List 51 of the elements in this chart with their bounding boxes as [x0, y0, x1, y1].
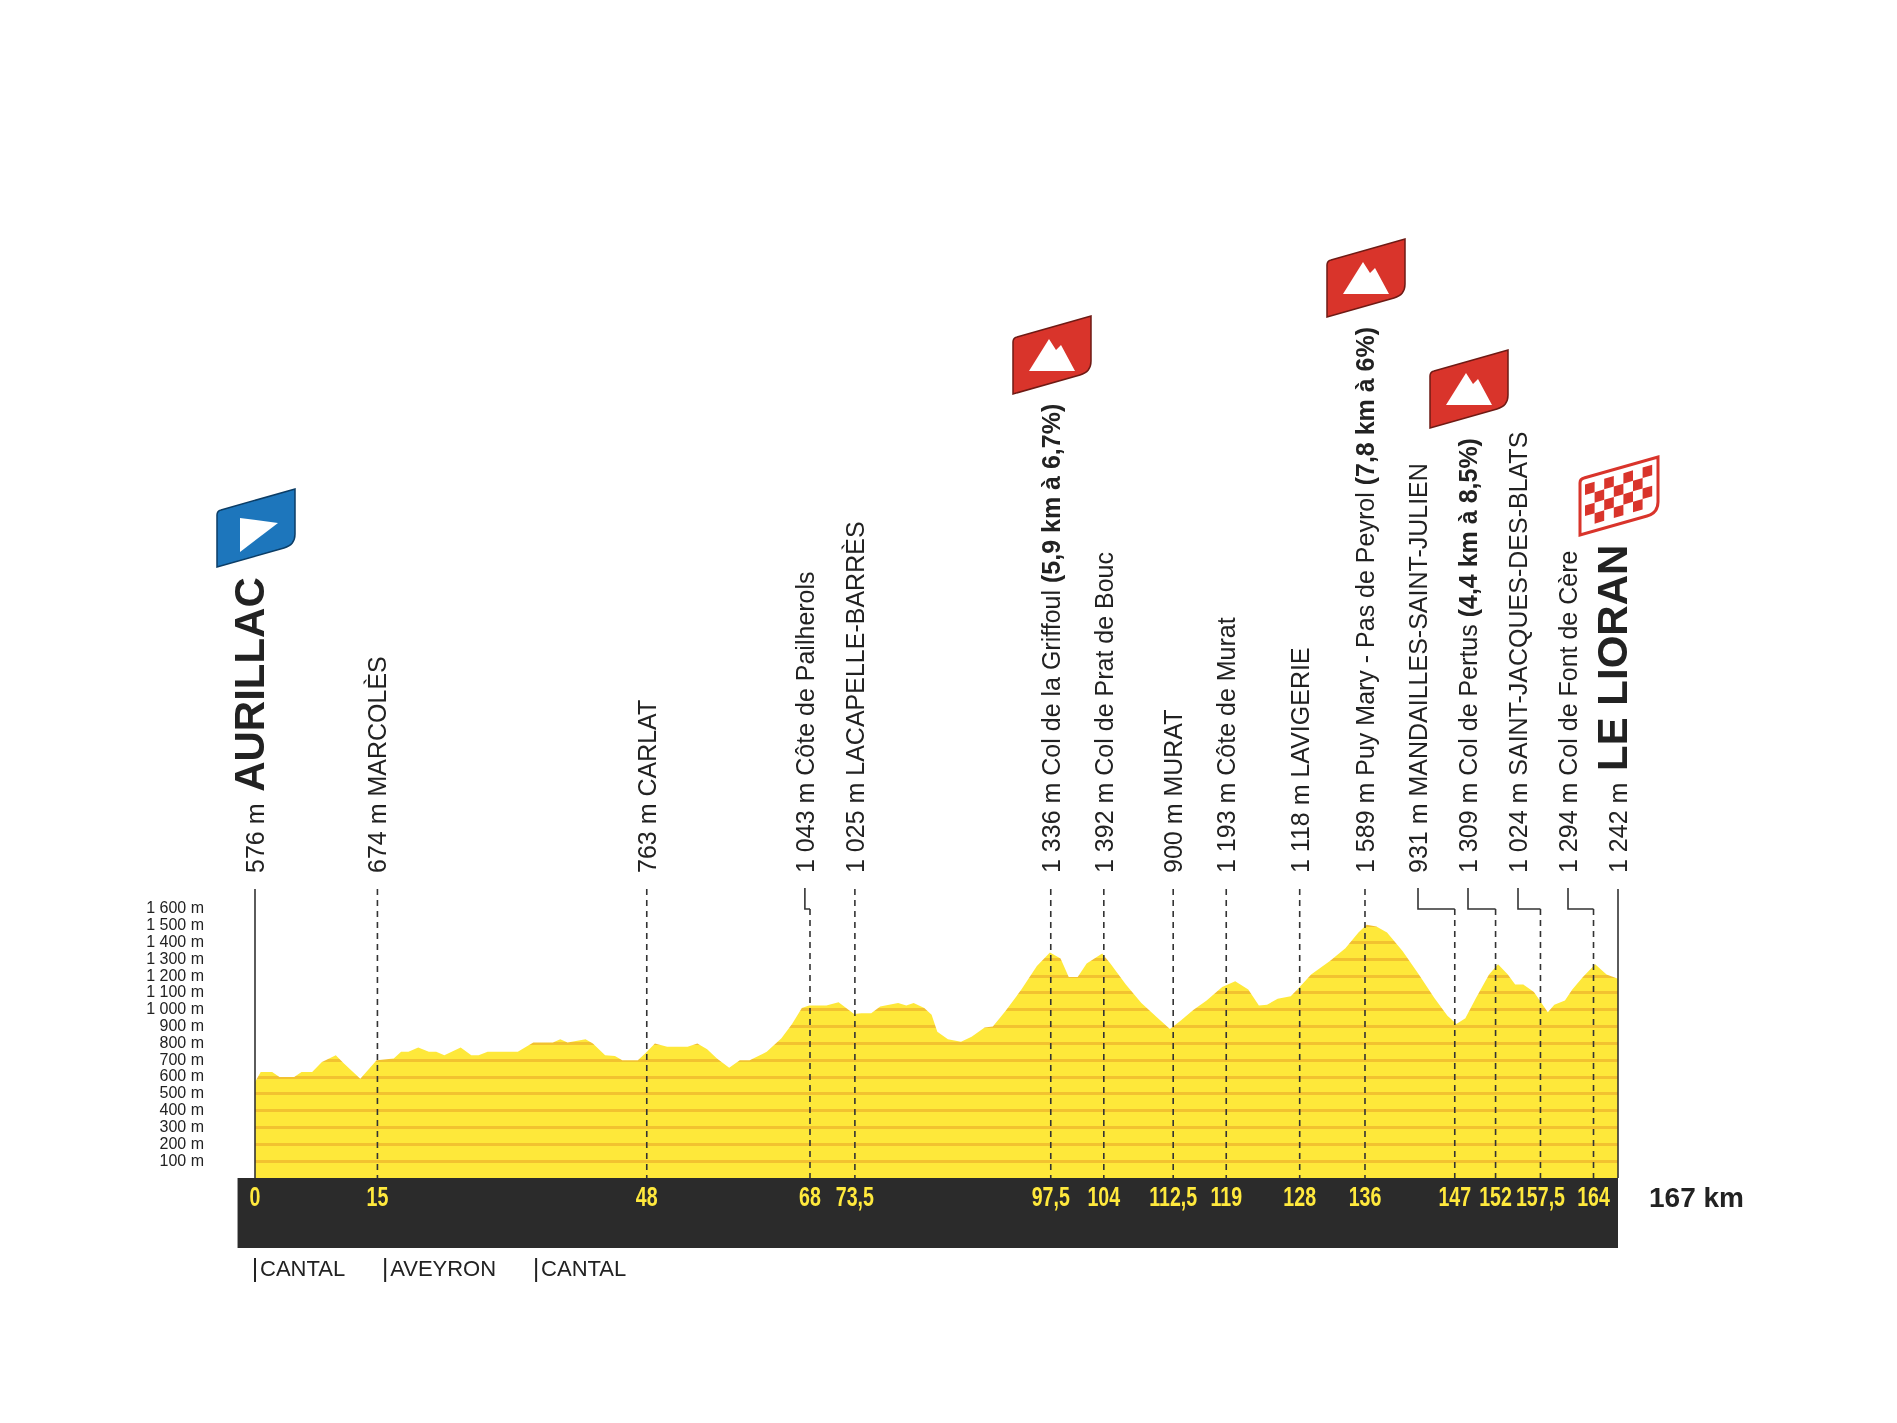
ref-line-label: 1 193 m Côte de Murat	[1212, 617, 1241, 873]
x-tick-label: 152	[1479, 1182, 1512, 1213]
x-tick-label: 68	[799, 1182, 821, 1213]
ref-line-label: 763 m CARLAT	[632, 699, 661, 873]
ref-line-label: 931 m MANDAILLES-SAINT-JULIEN	[1404, 463, 1432, 873]
y-tick-label: 500 m	[159, 1084, 204, 1102]
ref-line-label: 900 m MURAT	[1159, 709, 1188, 873]
y-tick-label: 1 200 m	[146, 966, 204, 984]
y-tick-label: 100 m	[159, 1151, 204, 1169]
ref-line-label: 1 392 m Col de Prat de Bouc	[1089, 551, 1118, 873]
y-tick-label: 400 m	[159, 1101, 204, 1119]
x-tick-label: 157,5	[1515, 1182, 1565, 1213]
ref-line-label: 1 118 m LAVIGERIE	[1285, 647, 1314, 873]
x-tick-label: 104	[1087, 1182, 1121, 1213]
x-tick-label: 112,5	[1149, 1182, 1198, 1213]
ref-line-label: 1 043 m Côte de Pailherols	[790, 571, 819, 873]
ref-line-label: 1 294 m Col de Font de Cère	[1554, 550, 1582, 873]
ref-line-label: 1 336 m Col de la Griffoul (5,9 km à 6,7%)	[1036, 403, 1065, 873]
x-tick-label: 73,5	[835, 1182, 874, 1213]
ref-line-label: 1 024 m SAINT-JACQUES-DES-BLATS	[1504, 431, 1532, 873]
y-tick-label: 1 600 m	[146, 899, 204, 917]
ref-line-label: 1 242 m LE LIORAN	[1589, 544, 1636, 873]
text: CANTAL	[260, 1256, 346, 1282]
y-tick-label: 800 m	[159, 1033, 204, 1051]
y-tick-label: 1 500 m	[146, 916, 204, 934]
text: CANTAL	[541, 1256, 627, 1282]
y-tick-label: 1 000 m	[146, 1000, 204, 1018]
x-tick-label: 119	[1210, 1182, 1243, 1213]
ref-line-label: 1 025 m LACAPELLE-BARRÈS	[840, 521, 869, 873]
y-tick-label: 200 m	[159, 1134, 204, 1152]
y-tick-label: 1 300 m	[146, 949, 204, 967]
x-tick-label: 147	[1438, 1182, 1472, 1213]
x-tick-label: 0	[249, 1182, 261, 1213]
x-tick-label: 128	[1283, 1182, 1317, 1213]
ref-line-label: 576 m AURILLAC	[226, 577, 273, 873]
y-tick-label: 900 m	[159, 1016, 204, 1034]
x-axis-title: 167 km	[1649, 1181, 1744, 1213]
x-tick-label: 164	[1577, 1182, 1610, 1213]
ref-line-label: 1 589 m Puy Mary - Pas de Peyrol (7,8 km à 6%)	[1350, 326, 1379, 873]
x-tick-label: 97,5	[1031, 1182, 1070, 1213]
ref-line-label: 1 309 m Col de Pertus (4,4 km à 8,5%)	[1454, 438, 1482, 873]
y-tick-label: 1 100 m	[146, 983, 204, 1001]
x-tick-label: 136	[1348, 1182, 1382, 1213]
x-tick-label: 15	[366, 1182, 389, 1213]
y-tick-label: 700 m	[159, 1050, 204, 1068]
y-tick-label: 300 m	[159, 1117, 204, 1135]
text: AVEYRON	[390, 1256, 497, 1282]
y-tick-label: 1 400 m	[146, 932, 204, 950]
ref-line-label: 674 m MARCOLÈS	[363, 656, 392, 873]
x-tick-label: 48	[635, 1182, 658, 1213]
y-tick-label: 600 m	[159, 1067, 204, 1085]
